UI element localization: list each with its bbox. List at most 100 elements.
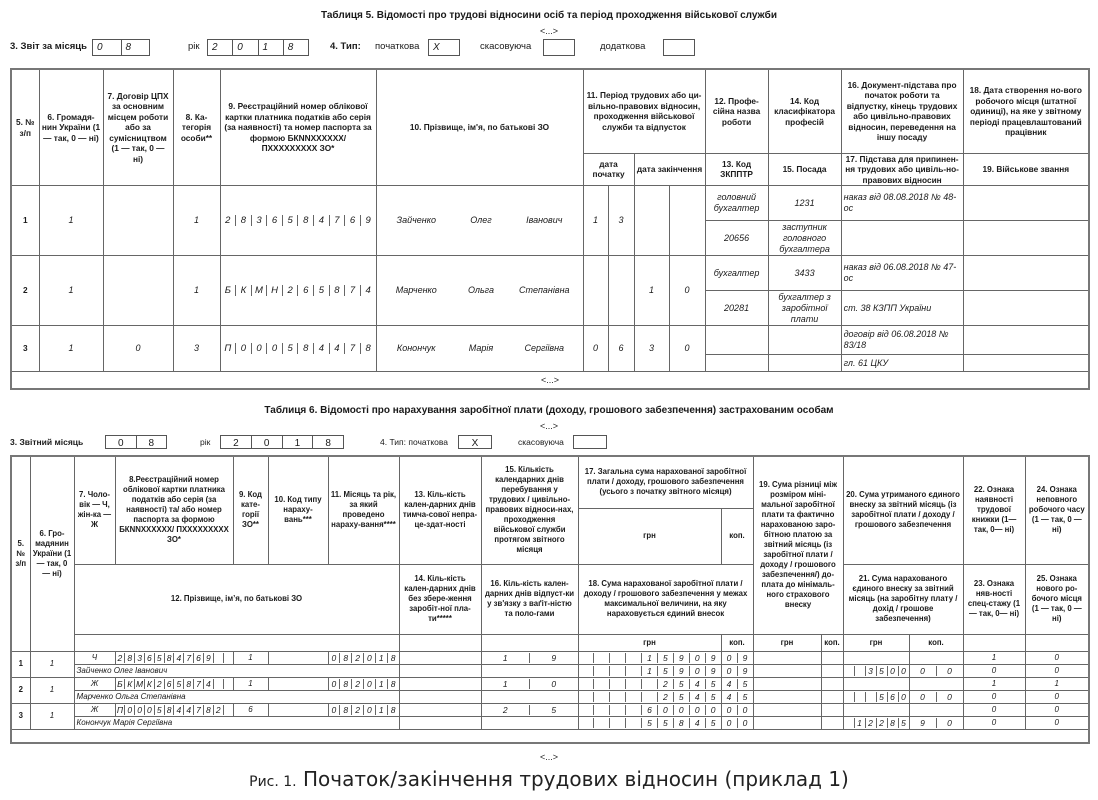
char-cell: 6 [344, 215, 360, 226]
position-cell: заступник головного бухгалтера [767, 220, 842, 256]
char-cell: 9 [920, 717, 925, 728]
char-cell: X [433, 42, 440, 53]
header-c8: 8. Ка-тегорія особи** [172, 68, 221, 186]
category-code-cell: 6 [232, 702, 269, 717]
type-cancel-field[interactable] [543, 39, 575, 56]
header-c17-kop: коп. [720, 507, 754, 565]
char-cell: 0 [935, 717, 963, 728]
char-cell [625, 678, 641, 689]
char-cell: К [124, 678, 134, 689]
work-book-flag: 1 [962, 676, 1026, 691]
char-cell: 4 [726, 678, 732, 689]
char-cell: Б [224, 285, 231, 296]
char-cell [864, 691, 876, 702]
document-cell: договір від 06.08.2018 № 83/18 [840, 325, 964, 355]
citizen-cell: 1 [29, 650, 75, 678]
char-cell: 8 [339, 678, 351, 689]
char-cell: 5 [736, 678, 752, 689]
military-rank-cell [962, 354, 1090, 372]
char-cell [579, 653, 593, 663]
patronymic-cell: Сергіївна [506, 325, 584, 372]
document-cell: наказ від 08.08.2018 № 48-ос [840, 185, 964, 221]
char-cell: 6 [193, 652, 203, 663]
withheld-contribution-uah [842, 650, 910, 665]
char-cell: 9 [704, 652, 720, 663]
citizen-cell: 1 [38, 185, 104, 256]
char-cell [641, 678, 657, 689]
full-name-cell: Конончук Марія Сергіївна [73, 715, 400, 730]
type-additional-field[interactable] [663, 39, 695, 56]
surname-cell: Зайченко [375, 185, 456, 256]
char-cell: 3 [250, 215, 267, 226]
char-cell [222, 704, 232, 715]
char-cell: 4 [313, 343, 329, 354]
t6-type-cancel-field[interactable] [573, 435, 607, 449]
char-cell: 8 [339, 652, 351, 663]
header-c15: 15. Кількість календарних днів перебуван… [480, 455, 579, 565]
char-cell: 8 [282, 40, 308, 55]
char-cell: 2 [502, 704, 508, 715]
termination-basis-cell: ст. 38 КЗПП України [840, 290, 964, 326]
char-cell: П [116, 704, 123, 715]
part-time-flag: 0 [1024, 650, 1090, 665]
type-initial-field[interactable]: X [428, 39, 460, 56]
char-cell: 1 [641, 652, 657, 663]
char-cell: 0 [688, 665, 705, 676]
maternity-days-cell [480, 663, 579, 678]
citizen-cell: 1 [29, 702, 75, 730]
char-cell: 0 [235, 343, 251, 354]
char-cell: 8 [886, 717, 898, 728]
char-cell: 4 [173, 652, 183, 663]
char-cell: 1 [374, 678, 387, 689]
header-c9: 9. Реєстраційний номер облікової картки … [219, 68, 377, 186]
header-c15: 15. Посада [767, 152, 842, 186]
min-wage-diff-kop [820, 676, 844, 691]
char-cell: 2 [212, 704, 223, 715]
type-additional-label: додаткова [600, 41, 646, 52]
char-cell: 7 [193, 704, 203, 715]
char-cell: 0 [726, 665, 732, 676]
char-cell: 0 [886, 665, 898, 676]
char-cell: 8 [339, 704, 351, 715]
header-c17-uah: грн [577, 507, 722, 565]
char-cell [579, 692, 593, 702]
header-c23: 23. Ознака няв-ності спец-стажу (1 — так… [962, 563, 1026, 635]
char-cell [212, 678, 223, 689]
type-initial-label: початкова [375, 41, 420, 52]
char-cell: 0 [143, 704, 154, 715]
min-wage-diff-uah [752, 650, 822, 665]
char-cell [212, 652, 223, 663]
char-cell: П [224, 343, 232, 354]
char-cell: 2 [233, 438, 239, 449]
char-cell: 5 [656, 665, 673, 676]
header-c11: 11. Період трудових або ци-вільно-правов… [582, 68, 706, 154]
table-row: 20656 заступник головного бухгалтера [11, 220, 1090, 256]
figure-caption-text: Початок/закінчення трудових відносин (пр… [303, 767, 849, 791]
char-cell: 0 [362, 704, 375, 715]
military-rank-cell [962, 290, 1090, 326]
char-cell: 2 [351, 678, 363, 689]
char-cell: 0 [232, 40, 257, 55]
char-cell: 0 [920, 665, 925, 676]
category-code-cell: 1 [232, 650, 269, 665]
char-cell: 9 [672, 665, 689, 676]
char-cell: К [235, 285, 251, 296]
full-name-cell: Марченко Ольга Степанівна [73, 689, 400, 704]
char-cell: 3 [134, 652, 144, 663]
gender-cell: Ч [73, 650, 116, 665]
header-c21-uah: грн [842, 633, 910, 652]
type-cancel-label: скасовуюча [480, 41, 532, 52]
t6-type-initial-field[interactable]: X [458, 435, 492, 449]
min-wage-diff-uah [752, 676, 822, 691]
char-cell: 5 [641, 717, 657, 728]
